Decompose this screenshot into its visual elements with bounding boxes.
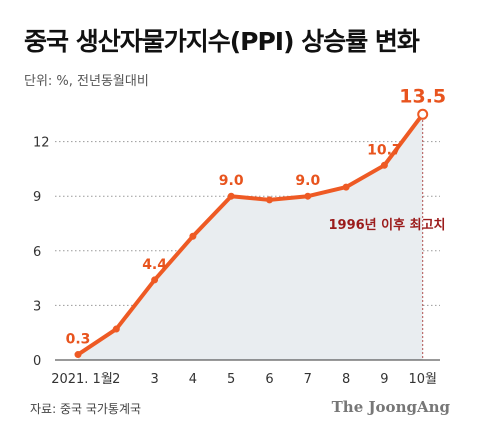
- x-tick-label: 8: [342, 372, 350, 387]
- x-tick-label: 2021. 1월: [51, 372, 113, 387]
- data-point: [151, 276, 159, 284]
- data-point: [417, 108, 429, 120]
- x-tick-label: 10월: [408, 372, 437, 387]
- x-tick-label: 5: [227, 372, 235, 387]
- x-tick-label: 3: [150, 372, 158, 387]
- data-point: [304, 192, 312, 200]
- unit-note: 단위: %, 전년동월대비: [24, 74, 149, 89]
- data-label: 9.0: [295, 173, 320, 189]
- x-tick-label: 4: [189, 372, 197, 387]
- series-line: [76, 112, 425, 357]
- x-tick-label: 9: [380, 372, 388, 387]
- data-point: [189, 232, 197, 240]
- y-tick-label: 6: [33, 245, 41, 260]
- data-point: [74, 351, 82, 359]
- y-tick-label: 3: [33, 299, 41, 314]
- data-point: [227, 192, 235, 200]
- data-label: 10.7: [367, 142, 402, 158]
- data-point: [266, 196, 273, 204]
- x-tick-label: 6: [265, 372, 273, 387]
- x-tick-label: 7: [304, 372, 312, 387]
- area-fill: [78, 114, 423, 360]
- chart-title: 중국 생산자물가지수(PPI) 상승률 변화: [24, 27, 420, 56]
- data-label: 13.5: [399, 85, 446, 107]
- data-label: 9.0: [219, 173, 244, 189]
- data-label: 0.3: [66, 332, 91, 348]
- y-tick-label: 12: [33, 136, 50, 151]
- annotation-text: 1996년 이후 최고치: [329, 217, 446, 233]
- data-label: 4.4: [142, 257, 167, 273]
- data-point: [112, 325, 120, 333]
- x-tick-label: 2: [112, 372, 120, 387]
- y-tick-label: 9: [33, 190, 41, 205]
- brand-logo: The JoongAng: [331, 398, 450, 416]
- data-point: [342, 183, 350, 191]
- y-tick-label: 0: [33, 354, 41, 369]
- source-note: 자료: 중국 국가통계국: [30, 402, 142, 416]
- data-point: [380, 161, 388, 169]
